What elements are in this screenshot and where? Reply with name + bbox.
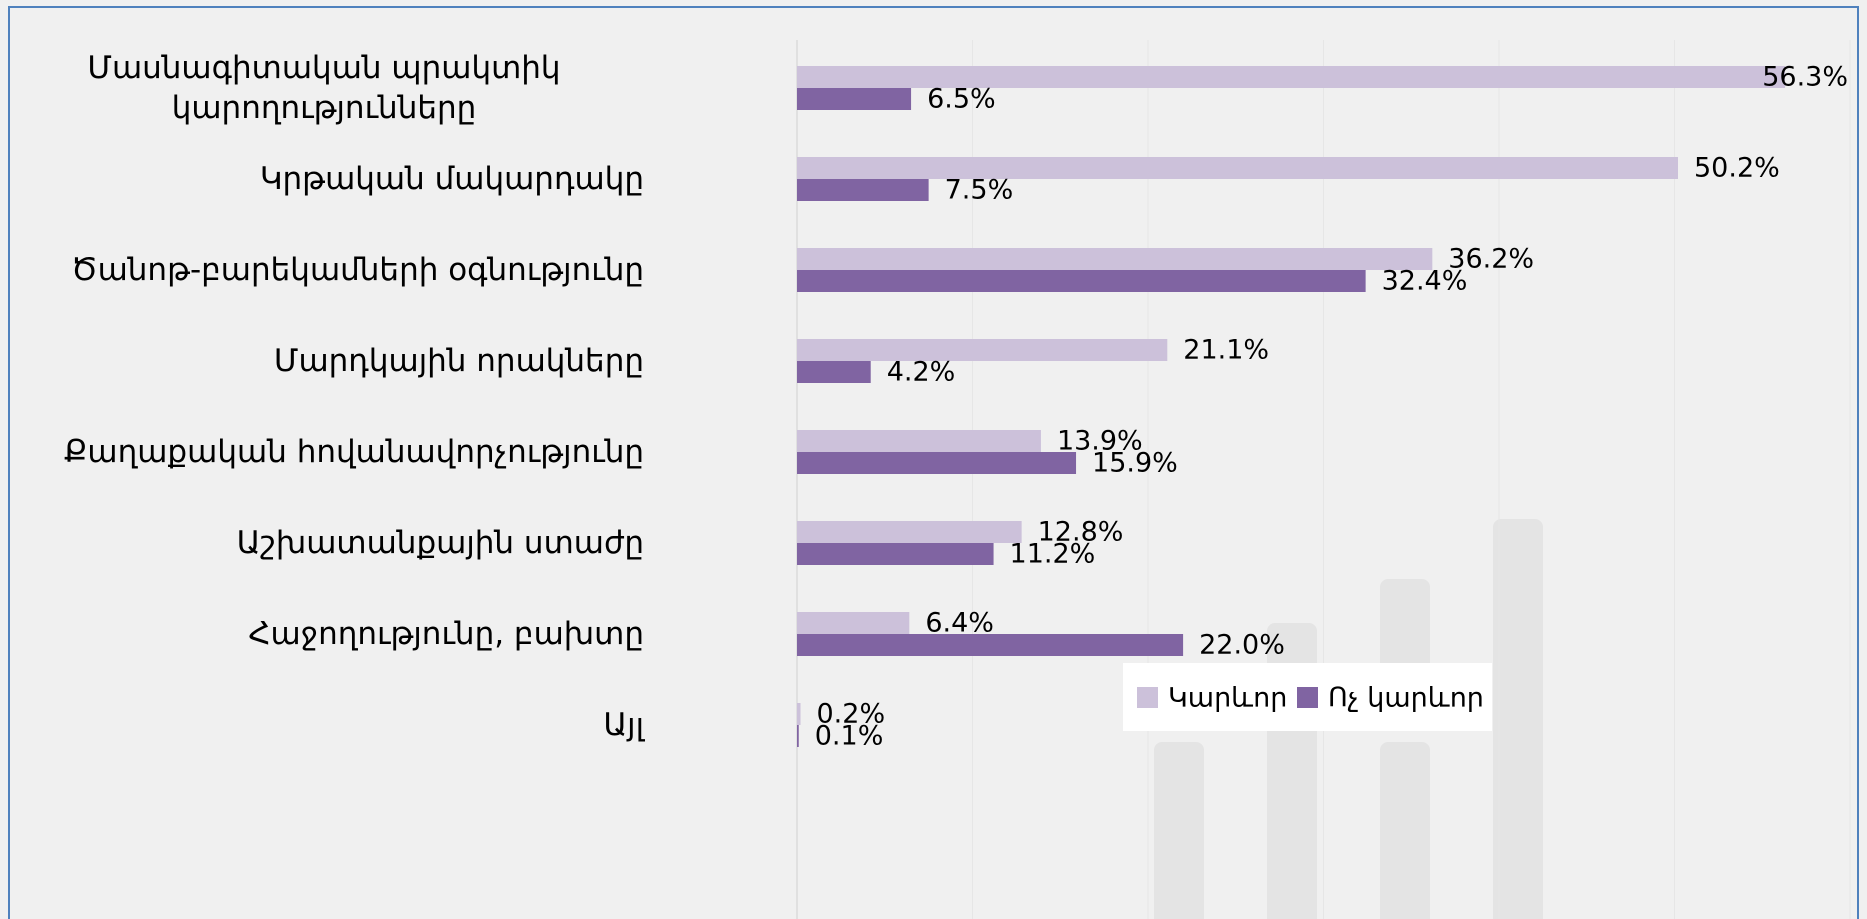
category-text: Մասնագիտական պրակտիկ կարողությունները: [87, 50, 561, 126]
value-label: 6.5%: [927, 84, 996, 115]
value-label: 15.9%: [1092, 448, 1178, 479]
category-text: Կրթական մակարդակը: [259, 161, 644, 197]
value-label: 21.1%: [1183, 335, 1269, 366]
bar: [797, 157, 1679, 179]
bar: [797, 88, 912, 110]
category-label: Մասնագիտական պրակտիկ կարողությունները: [4, 48, 644, 128]
category-label: Կրթական մակարդակը: [4, 159, 644, 199]
category-text: Աշխատանքային ստաժը: [236, 525, 644, 561]
bar: [797, 179, 929, 201]
category-text: Հաջողությունը, բախտը: [248, 616, 644, 652]
value-label: 4.2%: [887, 357, 956, 388]
category-label: Ծանոթ-բարեկամների օգնությունը: [4, 250, 644, 290]
category-label: Աշխատանքային ստաժը: [4, 523, 644, 563]
value-label: 32.4%: [1382, 266, 1468, 297]
category-label: Մարդկային որակները: [4, 341, 644, 381]
legend-label: Ոչ կարևոր: [1328, 683, 1484, 714]
bar: [797, 66, 1786, 88]
value-label: 7.5%: [945, 175, 1014, 206]
bar: [797, 430, 1041, 452]
value-label: 0.2%: [817, 699, 886, 730]
category-text: Ծանոթ-բարեկամների օգնությունը: [70, 252, 644, 288]
value-label: 56.3%: [1762, 62, 1848, 93]
value-label: 50.2%: [1694, 153, 1780, 184]
bar: [797, 543, 994, 565]
category-text: Այլ: [603, 707, 644, 743]
bar: [797, 521, 1022, 543]
value-label: 22.0%: [1199, 630, 1285, 661]
bar: [797, 612, 910, 634]
value-label: 11.2%: [1010, 539, 1096, 570]
bar: [797, 725, 799, 747]
legend-label: Կարևոր: [1168, 683, 1287, 714]
value-label: 0.1%: [815, 721, 884, 752]
category-label: Այլ: [4, 705, 644, 745]
bar: [797, 703, 801, 725]
category-text: Մարդկային որակները: [273, 343, 644, 379]
bar: [797, 452, 1077, 474]
category-label: Հաջողությունը, բախտը: [4, 614, 644, 654]
value-label: 6.4%: [925, 608, 994, 639]
bar: [797, 339, 1168, 361]
bar: [797, 361, 871, 383]
bar: [797, 248, 1433, 270]
value-label: 12.8%: [1038, 517, 1124, 548]
category-text: Քաղաքական հովանավորչությունը: [63, 434, 644, 470]
value-label: 36.2%: [1448, 244, 1534, 275]
bar: [797, 270, 1366, 292]
bar: [797, 634, 1184, 656]
value-label: 13.9%: [1057, 426, 1143, 457]
legend-swatch: [1137, 687, 1158, 708]
category-label: Քաղաքական հովանավորչությունը: [4, 432, 644, 472]
legend-swatch: [1297, 687, 1318, 708]
